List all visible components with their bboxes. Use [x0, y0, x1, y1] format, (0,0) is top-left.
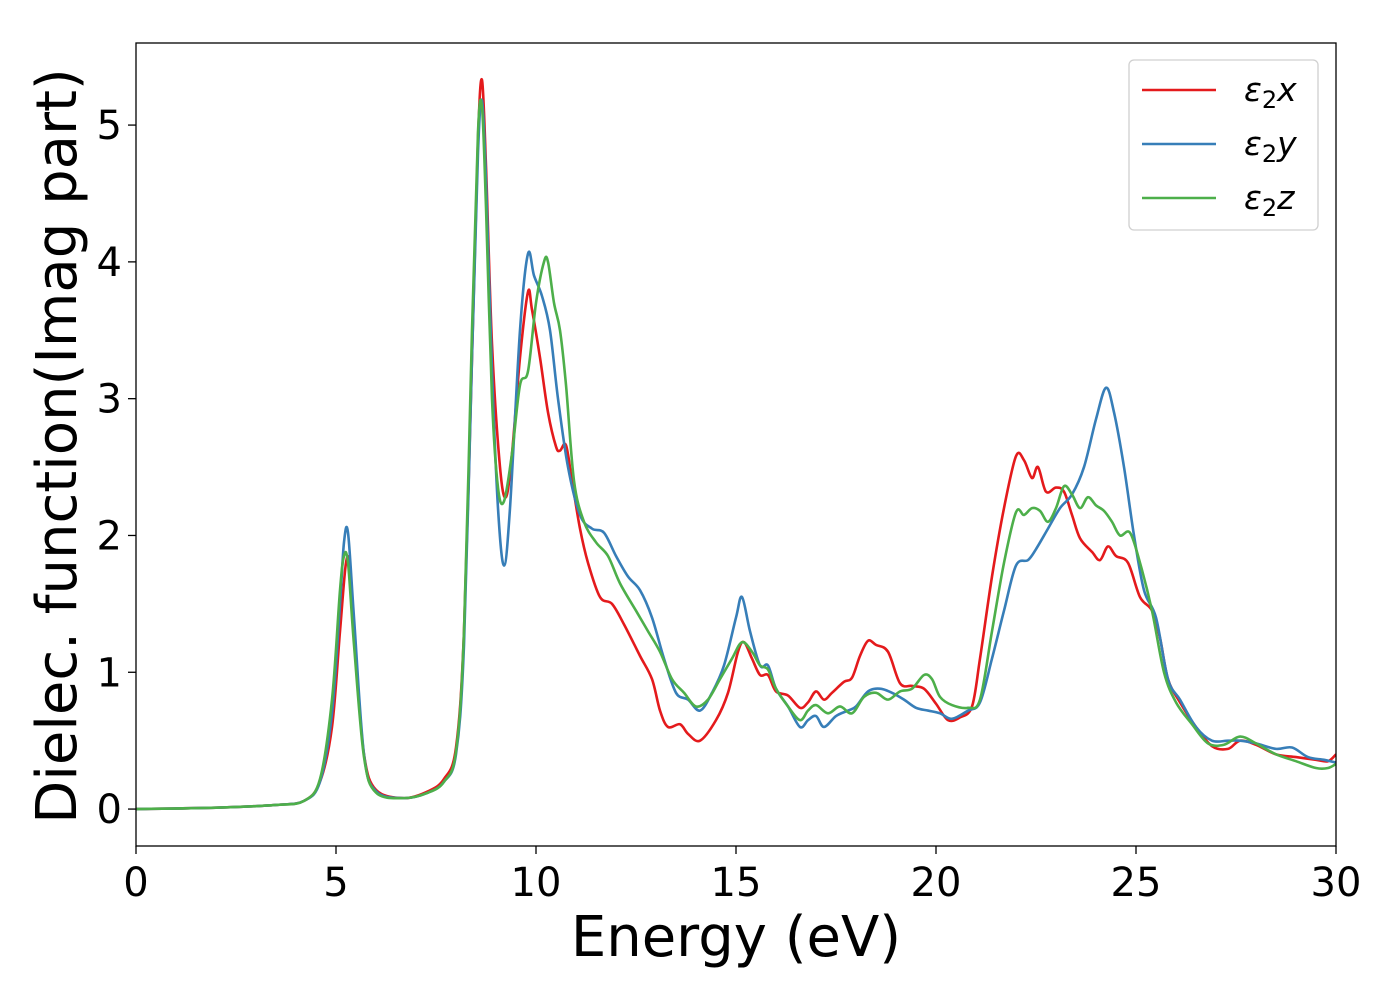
legend-label-x: ε2x	[1244, 70, 1297, 114]
y-tick-label: 2	[97, 513, 122, 559]
legend: ε2x ε2y ε2z	[1128, 59, 1319, 231]
legend-box	[1128, 59, 1319, 231]
x-tick-label: 30	[1311, 860, 1362, 906]
series-lines	[136, 77, 1336, 811]
y-tick-label: 1	[97, 650, 122, 696]
y-tick-label: 0	[97, 787, 122, 833]
x-axis-label: Energy (eV)	[571, 905, 901, 970]
x-tick-label: 0	[123, 860, 148, 906]
y-axis-label: Dielec. function(Imag part)	[25, 68, 90, 824]
y-tick-label: 3	[97, 377, 122, 423]
x-axis-ticks: 0 5 10 15 20 25 30	[123, 846, 1361, 906]
series-line-z	[136, 98, 1336, 811]
y-axis-ticks: 0 1 2 3 4 5	[97, 103, 136, 833]
x-tick-label: 5	[323, 860, 348, 906]
x-tick-label: 10	[511, 860, 562, 906]
y-tick-label: 5	[97, 103, 122, 149]
plot-frame	[135, 42, 1337, 847]
x-tick-label: 15	[711, 860, 762, 906]
legend-label-y: ε2y	[1244, 124, 1297, 168]
legend-label-z: ε2z	[1244, 178, 1295, 222]
y-tick-label: 4	[97, 240, 122, 286]
x-tick-label: 20	[911, 860, 962, 906]
x-tick-label: 25	[1111, 860, 1162, 906]
